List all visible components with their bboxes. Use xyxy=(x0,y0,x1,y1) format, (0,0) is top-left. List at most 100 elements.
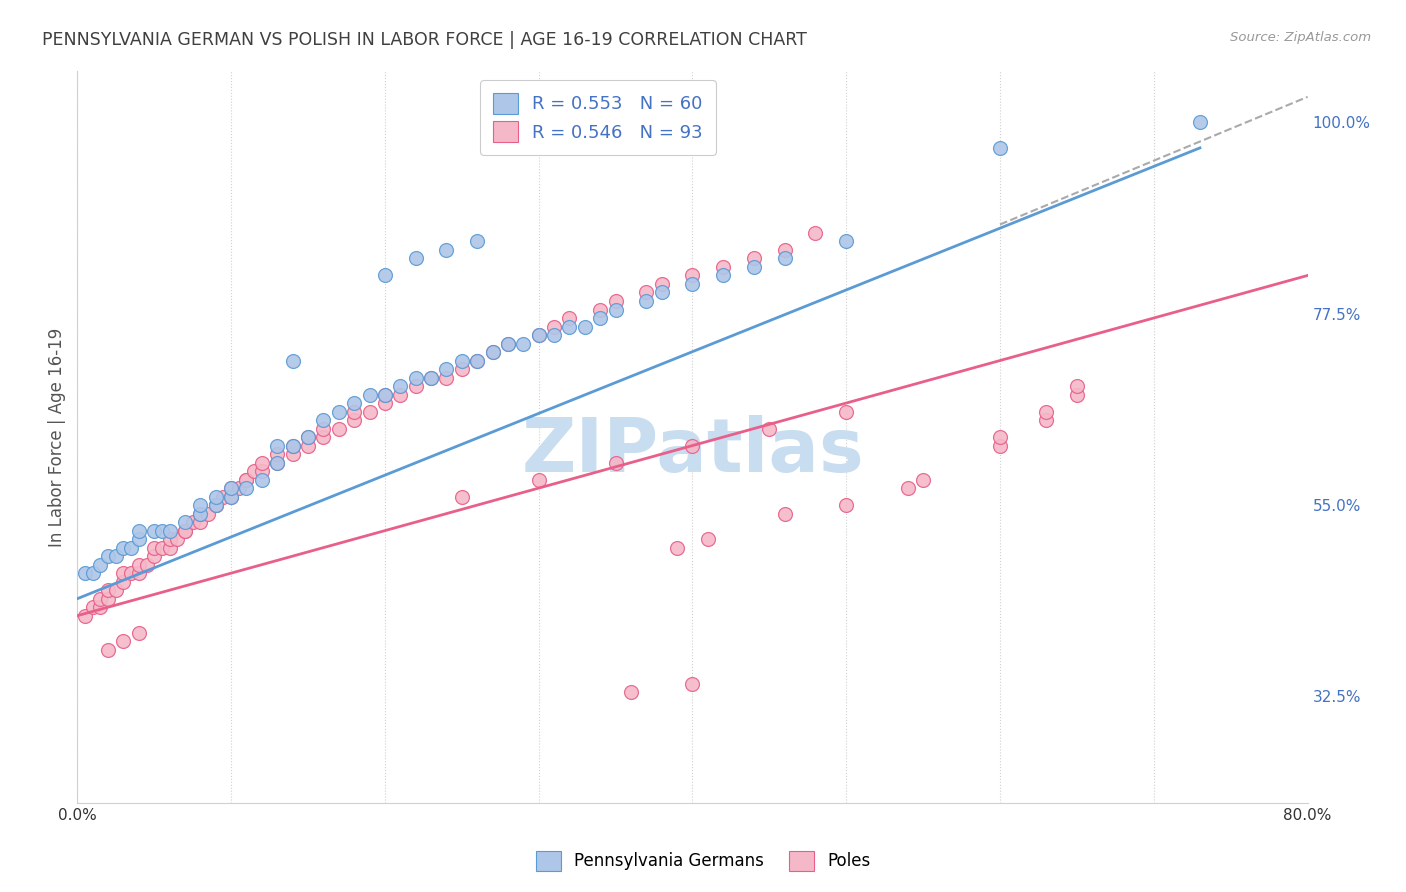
Point xyxy=(82,566,104,581)
Point xyxy=(204,498,226,512)
Point xyxy=(359,387,381,401)
Point xyxy=(374,387,396,401)
Text: PENNSYLVANIA GERMAN VS POLISH IN LABOR FORCE | AGE 16-19 CORRELATION CHART: PENNSYLVANIA GERMAN VS POLISH IN LABOR F… xyxy=(42,31,807,49)
Point xyxy=(465,235,488,249)
Point xyxy=(773,252,796,266)
Point xyxy=(636,293,658,308)
Point xyxy=(219,490,242,504)
Point xyxy=(204,490,226,504)
Point xyxy=(235,473,257,487)
Point xyxy=(835,404,858,418)
Point xyxy=(496,336,519,351)
Point xyxy=(159,541,181,555)
Point xyxy=(328,404,350,418)
Point xyxy=(266,447,288,461)
Point xyxy=(574,319,596,334)
Point xyxy=(181,515,204,529)
Point xyxy=(450,490,472,504)
Legend: R = 0.553   N = 60, R = 0.546   N = 93: R = 0.553 N = 60, R = 0.546 N = 93 xyxy=(479,80,716,154)
Point xyxy=(696,532,718,546)
Point xyxy=(112,541,135,555)
Point xyxy=(512,336,534,351)
Point xyxy=(89,591,111,606)
Point xyxy=(120,566,142,581)
Point xyxy=(219,481,242,495)
Point xyxy=(297,430,319,444)
Point xyxy=(543,328,565,343)
Point xyxy=(359,404,381,418)
Point xyxy=(420,370,443,384)
Point xyxy=(912,473,935,487)
Point xyxy=(589,311,612,326)
Point xyxy=(212,490,235,504)
Point xyxy=(135,558,157,572)
Point xyxy=(682,439,704,453)
Point xyxy=(389,379,412,393)
Point xyxy=(104,583,127,598)
Point xyxy=(481,345,503,359)
Point xyxy=(143,524,166,538)
Point xyxy=(651,285,673,300)
Point xyxy=(773,243,796,257)
Point xyxy=(89,600,111,615)
Point xyxy=(174,524,197,538)
Point xyxy=(97,591,120,606)
Point xyxy=(128,566,150,581)
Text: ZIPatlas: ZIPatlas xyxy=(522,415,863,488)
Point xyxy=(558,311,581,326)
Point xyxy=(742,252,765,266)
Point xyxy=(1188,115,1211,129)
Point xyxy=(112,566,135,581)
Point xyxy=(897,481,920,495)
Point xyxy=(73,566,96,581)
Point xyxy=(328,421,350,435)
Point xyxy=(281,353,304,368)
Point xyxy=(150,541,173,555)
Point xyxy=(527,328,550,343)
Point xyxy=(605,456,627,470)
Point xyxy=(73,608,96,623)
Point xyxy=(104,549,127,563)
Point xyxy=(773,507,796,521)
Point xyxy=(1066,387,1088,401)
Point xyxy=(389,387,412,401)
Point xyxy=(988,430,1011,444)
Point xyxy=(682,268,704,283)
Point xyxy=(150,524,173,538)
Point xyxy=(605,115,627,129)
Point xyxy=(804,226,827,240)
Point xyxy=(128,532,150,546)
Point xyxy=(374,387,396,401)
Point xyxy=(374,268,396,283)
Point xyxy=(343,413,366,427)
Text: Source: ZipAtlas.com: Source: ZipAtlas.com xyxy=(1230,31,1371,45)
Point xyxy=(312,430,335,444)
Point xyxy=(543,319,565,334)
Point xyxy=(405,370,427,384)
Point xyxy=(174,515,197,529)
Point xyxy=(97,642,120,657)
Point xyxy=(250,456,273,470)
Point xyxy=(527,473,550,487)
Point xyxy=(312,413,335,427)
Point xyxy=(605,293,627,308)
Point xyxy=(636,285,658,300)
Point xyxy=(266,456,288,470)
Point xyxy=(682,277,704,291)
Point xyxy=(682,677,704,691)
Point xyxy=(166,532,188,546)
Point xyxy=(97,549,120,563)
Point xyxy=(143,549,166,563)
Point xyxy=(112,634,135,648)
Point xyxy=(988,439,1011,453)
Point xyxy=(436,243,458,257)
Point xyxy=(188,507,212,521)
Point xyxy=(711,260,734,274)
Point xyxy=(219,490,242,504)
Point xyxy=(188,515,212,529)
Point xyxy=(374,396,396,410)
Point xyxy=(82,600,104,615)
Point xyxy=(297,430,319,444)
Point xyxy=(143,541,166,555)
Y-axis label: In Labor Force | Age 16-19: In Labor Force | Age 16-19 xyxy=(48,327,66,547)
